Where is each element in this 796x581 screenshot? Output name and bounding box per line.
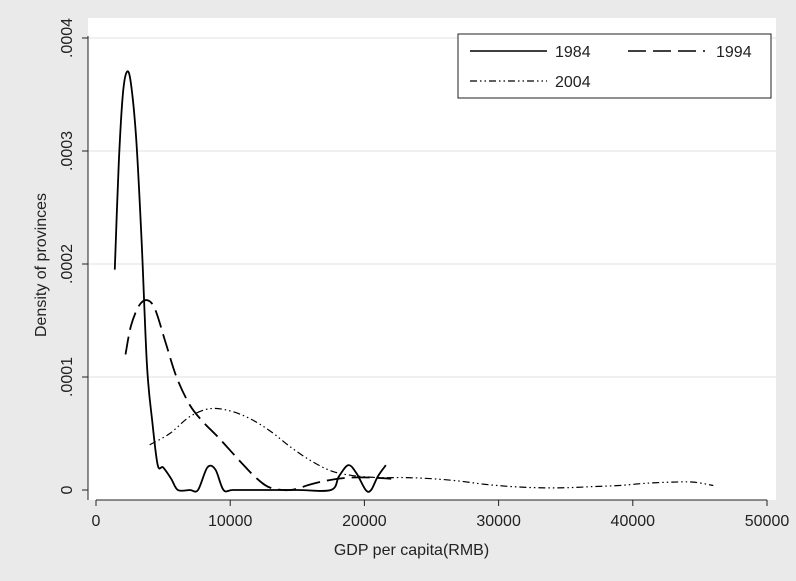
legend-label-2004: 2004	[555, 74, 591, 91]
y-axis-title: Density of provinces	[33, 193, 50, 337]
legend-label-1984: 1984	[555, 44, 591, 61]
x-tick-label: 20000	[342, 513, 387, 530]
x-tick-label: 50000	[745, 513, 790, 530]
x-tick-label: 40000	[611, 513, 656, 530]
x-tick-label: 30000	[476, 513, 521, 530]
legend-label-1994: 1994	[716, 44, 752, 61]
y-tick-label: .0002	[59, 244, 76, 284]
y-tick-label: .0004	[59, 18, 76, 58]
series-line-1994	[124, 299, 392, 492]
x-tick-label: 10000	[208, 513, 253, 530]
y-tick-label: .0003	[59, 131, 76, 171]
series-line-2004	[149, 407, 714, 489]
y-tick-label: 0	[59, 485, 76, 494]
series-line-1984	[113, 70, 387, 493]
y-tick-label: .0001	[59, 357, 76, 397]
x-tick-label: 0	[92, 513, 101, 530]
legend-box	[457, 33, 772, 99]
x-axis-title: GDP per capita(RMB)	[334, 542, 489, 559]
